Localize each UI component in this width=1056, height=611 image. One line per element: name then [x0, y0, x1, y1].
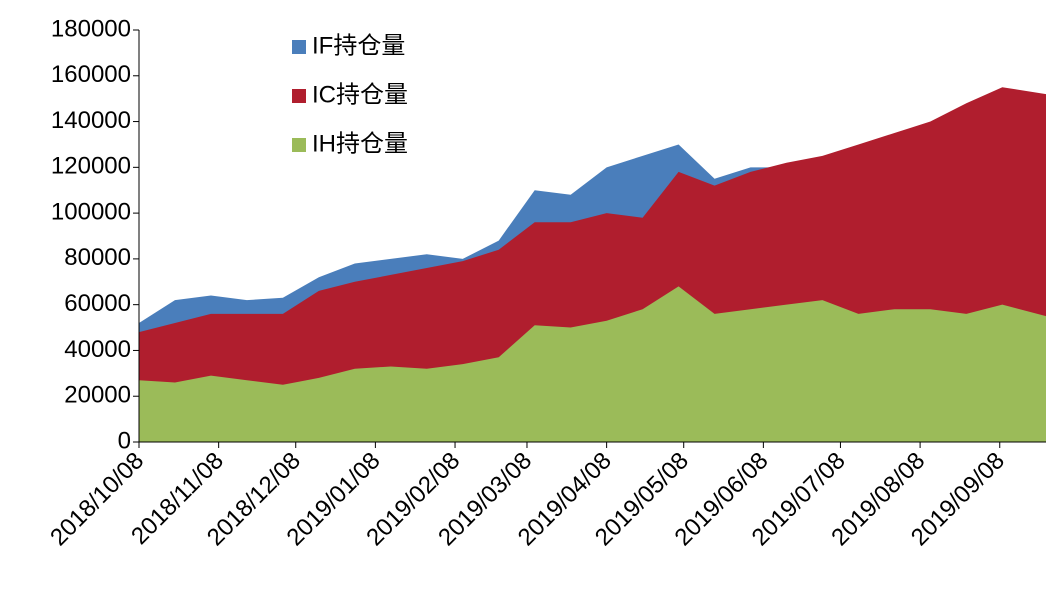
y-tick-label: 100000 — [51, 198, 131, 225]
legend-label: IC持仓量 — [312, 81, 408, 108]
legend-swatch — [292, 138, 306, 152]
y-tick-label: 180000 — [51, 15, 131, 42]
legend-swatch — [292, 89, 306, 103]
y-tick-label: 60000 — [64, 290, 131, 317]
legend-label: IH持仓量 — [312, 130, 408, 157]
y-tick-label: 120000 — [51, 153, 131, 180]
area — [139, 286, 1046, 442]
legend-label: IF持仓量 — [312, 32, 405, 59]
y-tick-label: 0 — [118, 427, 131, 454]
y-tick-label: 80000 — [64, 244, 131, 271]
y-tick-label: 140000 — [51, 107, 131, 134]
y-tick-label: 40000 — [64, 336, 131, 363]
y-tick-label: 20000 — [64, 382, 131, 409]
legend-swatch — [292, 40, 306, 54]
y-tick-label: 160000 — [51, 61, 131, 88]
